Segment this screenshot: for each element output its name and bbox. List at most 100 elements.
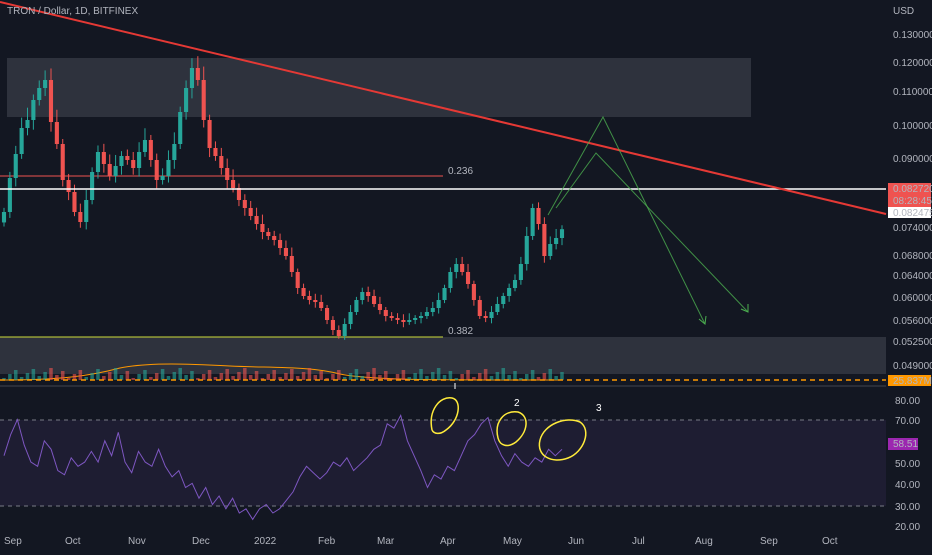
volume-bar	[425, 376, 429, 380]
volume-bar	[113, 368, 118, 380]
price-tick: 0.060000	[893, 293, 932, 304]
candle-body	[160, 176, 165, 180]
candle-body	[313, 300, 318, 302]
volume-bar	[60, 371, 65, 380]
candle-body	[178, 112, 183, 144]
volume-bar	[560, 372, 564, 380]
trendline[interactable]	[0, 1, 887, 215]
volume-bar	[219, 373, 224, 380]
volume-bar	[248, 375, 253, 380]
candle-body	[54, 122, 59, 144]
volume-bar	[8, 374, 12, 380]
candle-body	[454, 264, 459, 272]
price-tick: 0.110000	[893, 87, 932, 98]
annotation-circle-1[interactable]	[430, 397, 459, 435]
forecast-path-2[interactable]	[555, 152, 749, 313]
candle-body	[395, 318, 400, 320]
current-price-badge	[888, 183, 931, 195]
rsi-axis[interactable]: 80.00 70.00 58.51 50.00 40.00 30.00 20.0…	[888, 396, 920, 533]
candle-body	[266, 232, 271, 236]
volume-bar	[284, 373, 288, 380]
price-axis[interactable]: 0.130000 0.120000 0.110000 0.100000 0.09…	[888, 30, 932, 387]
volume-bar	[513, 371, 517, 380]
time-tick: Dec	[192, 536, 210, 547]
rsi-tick: 50.00	[895, 459, 920, 470]
volume-bar	[360, 376, 365, 380]
annotation-circle-2[interactable]	[496, 411, 527, 447]
support-zone[interactable]	[0, 337, 886, 374]
time-tick: Aug	[695, 536, 713, 547]
candle-body	[301, 288, 306, 296]
volume-bar	[13, 370, 18, 380]
countdown-label: 08:28:45	[893, 196, 932, 207]
candle-body	[436, 300, 441, 308]
candle-body	[236, 188, 242, 200]
candle-body	[1, 212, 7, 223]
volume-bar	[154, 373, 159, 380]
volume-bar	[472, 377, 476, 380]
price-tick: 0.100000	[893, 121, 932, 132]
forecast-path-1[interactable]	[547, 115, 706, 325]
time-axis[interactable]: Sep Oct Nov Dec 2022 Feb Mar Apr May Jun…	[4, 536, 838, 547]
candle-body	[48, 80, 54, 122]
candle-body	[84, 200, 89, 222]
candle-body	[72, 192, 77, 212]
price-tick: 0.090000	[893, 154, 932, 165]
volume-bar	[90, 373, 94, 380]
volume-bar	[78, 370, 83, 380]
price-pane[interactable]	[0, 0, 886, 386]
candle-body	[148, 140, 153, 160]
rsi-tick: 20.00	[895, 522, 920, 533]
candle-body	[489, 312, 494, 318]
time-tick: Sep	[760, 536, 778, 547]
candle-body	[554, 238, 559, 244]
candle-body	[512, 280, 518, 288]
candle-body	[371, 296, 377, 304]
volume-bar	[460, 374, 464, 380]
candle-body	[189, 68, 195, 88]
volume-bar	[149, 377, 153, 380]
volume-bar	[272, 370, 276, 380]
candle-body	[407, 320, 412, 322]
price-tick: 0.064000	[893, 271, 932, 282]
candle-body	[101, 152, 106, 164]
rsi-band	[0, 420, 886, 506]
volume-bar	[372, 368, 376, 380]
candle-body	[31, 100, 36, 120]
volume-bar	[536, 377, 541, 380]
candle-body	[95, 152, 101, 172]
annotation-circle-3[interactable]	[538, 419, 587, 461]
time-tick: May	[503, 536, 522, 547]
fib-0382-label: 0.382	[448, 326, 473, 337]
volume-bar	[143, 370, 147, 380]
candle-body	[107, 164, 112, 176]
volume-bar	[290, 369, 294, 380]
volume-bar	[84, 377, 88, 380]
candle-body	[342, 324, 347, 336]
volume-bar	[436, 368, 441, 380]
volume-bar	[313, 375, 318, 380]
volume-bar	[519, 378, 523, 380]
volume-bar	[125, 371, 130, 380]
candle-body	[319, 302, 324, 308]
volume-bar	[542, 373, 547, 380]
volume-bar	[201, 374, 206, 380]
candle-body	[536, 208, 541, 224]
candle-body	[272, 236, 277, 240]
volume-bar	[66, 378, 71, 380]
resistance-zone[interactable]	[7, 58, 751, 117]
time-tick: Jun	[568, 536, 584, 547]
rsi-tick: 40.00	[895, 480, 920, 491]
second-price-badge	[888, 207, 931, 218]
candle-body	[354, 300, 359, 312]
rsi-line[interactable]	[3, 414, 563, 521]
time-tick: Sep	[4, 536, 22, 547]
volume-bar	[72, 374, 77, 380]
candle-body	[125, 156, 130, 160]
volume-label: 25.837M	[893, 376, 932, 387]
candle-body	[495, 304, 500, 312]
candle-body	[78, 212, 83, 222]
volume-bar	[495, 372, 500, 380]
